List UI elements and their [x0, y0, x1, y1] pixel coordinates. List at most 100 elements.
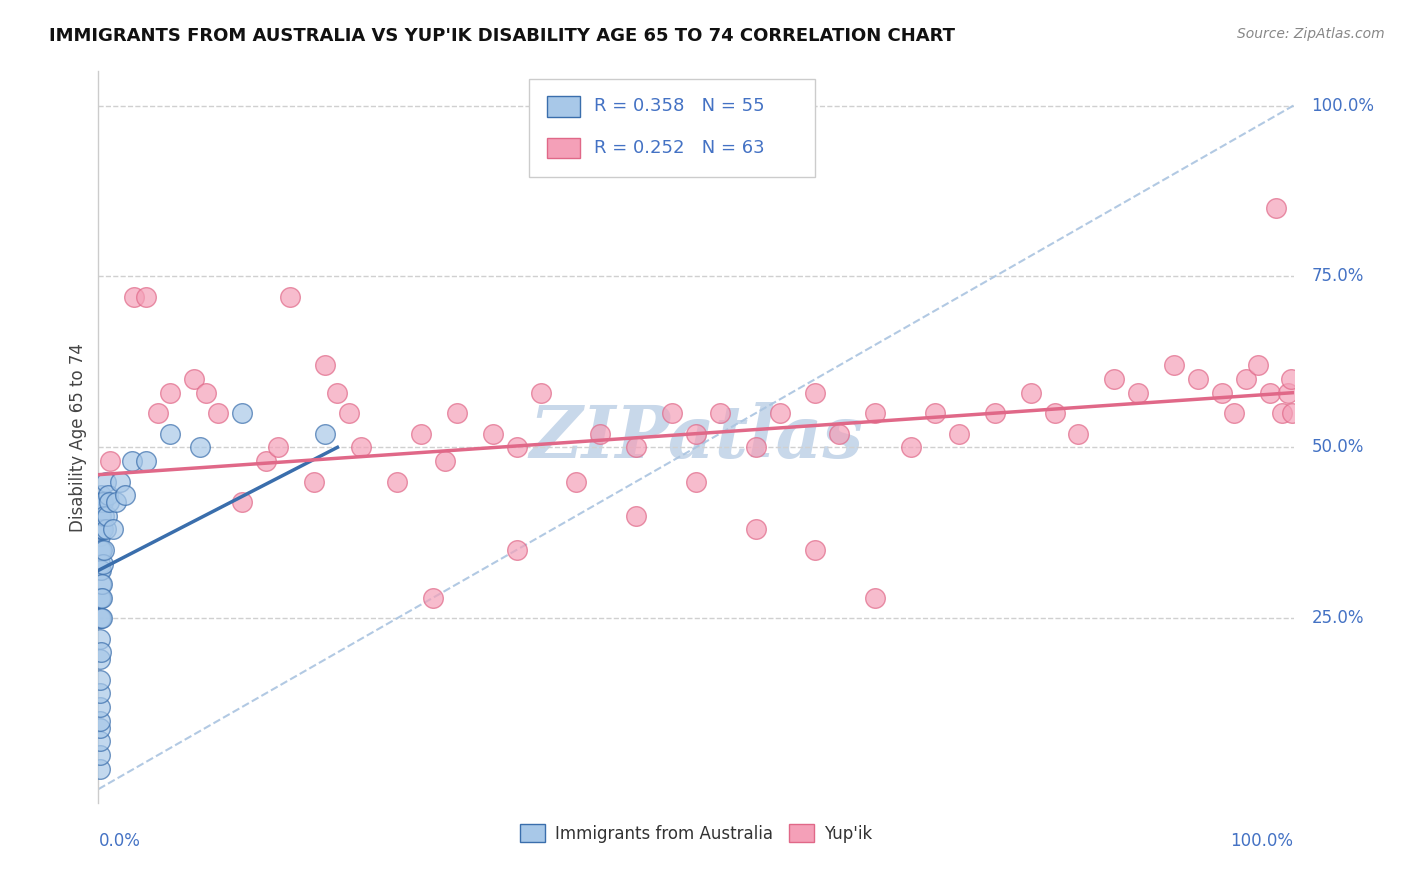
Point: [195, 385, 218, 400]
Point: [565, 475, 588, 489]
Point: [745, 440, 768, 454]
Point: [231, 406, 253, 420]
Point: [97, 488, 120, 502]
Point: [1043, 406, 1066, 420]
Point: [1211, 385, 1233, 400]
Point: [135, 454, 157, 468]
Point: [804, 542, 827, 557]
Point: [661, 406, 683, 420]
FancyBboxPatch shape: [547, 96, 581, 117]
Point: [98, 495, 121, 509]
Point: [589, 426, 612, 441]
Point: [183, 372, 205, 386]
Text: Source: ZipAtlas.com: Source: ZipAtlas.com: [1237, 27, 1385, 41]
Point: [90, 522, 112, 536]
Point: [114, 488, 136, 502]
Point: [1281, 406, 1303, 420]
Point: [89, 611, 111, 625]
Point: [1258, 385, 1281, 400]
Point: [89, 529, 111, 543]
Point: [1234, 372, 1257, 386]
Point: [94, 475, 117, 489]
Point: [1104, 372, 1126, 386]
FancyBboxPatch shape: [529, 78, 815, 178]
Point: [96, 508, 118, 523]
Point: [91, 495, 114, 509]
Point: [93, 508, 115, 523]
Point: [315, 359, 337, 373]
Text: R = 0.358   N = 55: R = 0.358 N = 55: [595, 97, 765, 115]
Point: [804, 385, 827, 400]
Point: [89, 721, 111, 735]
Point: [278, 290, 301, 304]
Point: [159, 385, 181, 400]
Point: [1128, 385, 1150, 400]
Point: [188, 440, 211, 454]
Point: [101, 522, 124, 536]
Text: IMMIGRANTS FROM AUSTRALIA VS YUP'IK DISABILITY AGE 65 TO 74 CORRELATION CHART: IMMIGRANTS FROM AUSTRALIA VS YUP'IK DISA…: [49, 27, 955, 45]
Point: [148, 406, 170, 420]
Point: [89, 563, 111, 577]
Point: [1271, 406, 1294, 420]
Point: [1019, 385, 1042, 400]
Text: 50.0%: 50.0%: [1312, 438, 1364, 457]
Point: [315, 426, 337, 441]
Point: [89, 686, 111, 700]
Y-axis label: Disability Age 65 to 74: Disability Age 65 to 74: [69, 343, 87, 532]
Text: R = 0.252   N = 63: R = 0.252 N = 63: [595, 139, 765, 157]
Point: [865, 406, 887, 420]
Text: ZIPatlas: ZIPatlas: [529, 401, 863, 473]
Point: [339, 406, 361, 420]
Point: [90, 563, 112, 577]
Point: [350, 440, 373, 454]
Point: [90, 591, 112, 605]
Text: 0.0%: 0.0%: [98, 832, 141, 850]
Point: [124, 290, 146, 304]
Point: [89, 542, 111, 557]
Point: [121, 454, 143, 468]
Legend: Immigrants from Australia, Yup'ik: Immigrants from Australia, Yup'ik: [513, 818, 879, 849]
Point: [89, 714, 111, 728]
Point: [626, 440, 648, 454]
Point: [207, 406, 229, 420]
Point: [948, 426, 970, 441]
Point: [231, 495, 253, 509]
Point: [90, 611, 112, 625]
Point: [254, 454, 277, 468]
Point: [1223, 406, 1246, 420]
Text: 25.0%: 25.0%: [1312, 609, 1364, 627]
Point: [90, 542, 112, 557]
Text: 100.0%: 100.0%: [1312, 96, 1375, 114]
Point: [90, 645, 112, 659]
Point: [89, 632, 111, 646]
Point: [506, 542, 529, 557]
Point: [422, 591, 444, 605]
Point: [89, 700, 111, 714]
Point: [411, 426, 433, 441]
FancyBboxPatch shape: [547, 138, 581, 159]
Point: [89, 734, 111, 748]
Point: [745, 522, 768, 536]
Point: [900, 440, 922, 454]
Point: [1277, 385, 1299, 400]
Text: 75.0%: 75.0%: [1312, 268, 1364, 285]
Point: [685, 426, 707, 441]
Point: [91, 557, 114, 571]
Point: [1247, 359, 1270, 373]
Point: [90, 577, 112, 591]
Point: [89, 652, 111, 666]
Point: [91, 611, 114, 625]
Point: [89, 495, 111, 509]
Point: [1163, 359, 1185, 373]
Text: 100.0%: 100.0%: [1230, 832, 1294, 850]
Point: [1264, 201, 1286, 215]
Point: [105, 495, 128, 509]
Point: [924, 406, 946, 420]
Point: [984, 406, 1007, 420]
Point: [685, 475, 707, 489]
Point: [135, 290, 157, 304]
Point: [89, 673, 111, 687]
Point: [98, 454, 122, 468]
Point: [481, 426, 505, 441]
Point: [446, 406, 468, 420]
